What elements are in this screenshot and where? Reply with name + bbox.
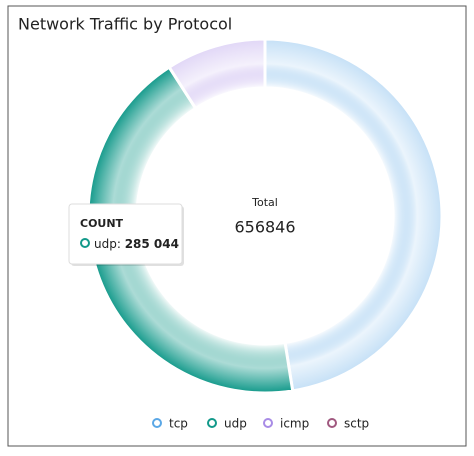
legend-marker [207, 418, 217, 428]
donut-segment [86, 65, 295, 395]
chart-title: Network Traffic by Protocol [18, 15, 232, 34]
donut-segment [167, 37, 267, 111]
legend-marker [263, 418, 273, 428]
legend-label: icmp [280, 417, 309, 431]
tooltip-value: 285 044 [125, 237, 179, 251]
tooltip-title: COUNT [80, 217, 124, 230]
tooltip-category: udp [94, 237, 117, 251]
legend-label: udp [224, 417, 247, 431]
legend-marker [152, 418, 162, 428]
tooltip-text: udp: 285 044 [94, 237, 179, 251]
legend-marker [327, 418, 337, 428]
tooltip-sep: : [117, 237, 125, 251]
center-value: 656846 [234, 218, 295, 237]
donut-segment [263, 37, 444, 393]
tooltip-marker [80, 238, 90, 248]
legend-label: sctp [344, 417, 369, 431]
legend-label: tcp [169, 417, 188, 431]
center-label: Total [251, 196, 278, 209]
tooltip [68, 203, 183, 265]
